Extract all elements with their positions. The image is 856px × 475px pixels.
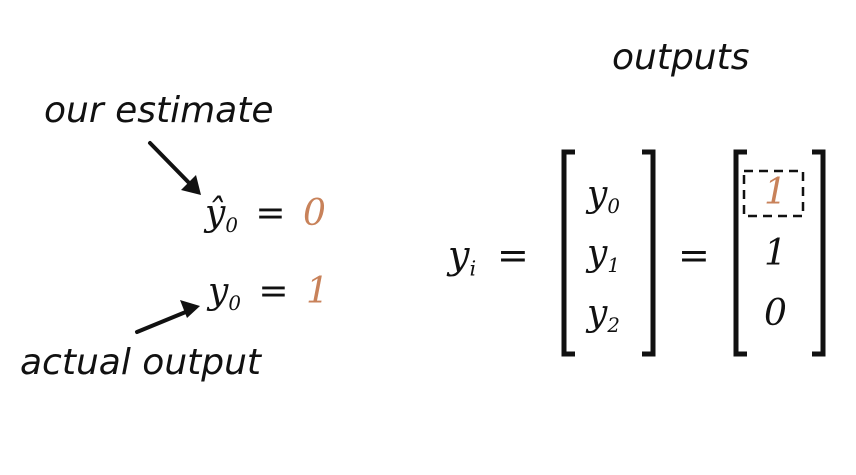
actual-equation: y0 = 1 [208, 274, 329, 314]
numeric-entry: 1 [764, 233, 787, 274]
symbolic-entry: y0 [587, 177, 620, 217]
estimate-equals: = [255, 193, 286, 234]
symbolic-entry: y2 [587, 296, 620, 336]
numeric-vector-right-bracket [812, 149, 826, 357]
vector-equals: = [678, 233, 710, 277]
symbolic-entry-sub: 1 [607, 253, 620, 277]
actual-equals: = [258, 271, 289, 312]
actual-value: 1 [306, 271, 329, 312]
numeric-vector-left-bracket [733, 149, 747, 357]
estimate-variable: ŷ [205, 193, 226, 234]
estimate-equation: ŷ0 = 0 [205, 196, 326, 236]
actual-subscript: 0 [228, 291, 241, 315]
estimate-subscript: 0 [225, 213, 238, 237]
lhs-equals: = [497, 233, 529, 277]
our-estimate-label: our estimate [44, 90, 274, 131]
numeric-entry: 0 [764, 293, 787, 334]
actual-output-label: actual output [20, 342, 262, 383]
lhs-variable: y [448, 233, 470, 277]
actual-variable: y [208, 271, 229, 312]
outputs-label: outputs [612, 37, 750, 78]
symbolic-entry-var: y [587, 174, 608, 215]
symbolic-vector-left-bracket [561, 149, 575, 357]
estimate-value: 0 [303, 193, 326, 234]
symbolic-entry-var: y [587, 293, 608, 334]
numeric-entry-highlighted: 1 [764, 172, 787, 213]
actual-output-arrow-icon [135, 300, 200, 334]
lhs-subscript: i [469, 256, 477, 281]
lhs-term: yi [448, 236, 476, 279]
symbolic-entry-var: y [587, 233, 608, 274]
highlight-dashed-box [742, 169, 805, 218]
estimate-arrow-icon [148, 141, 201, 195]
symbolic-entry-sub: 0 [607, 194, 620, 218]
symbolic-entry-sub: 2 [607, 313, 620, 337]
symbolic-entry: y1 [587, 236, 620, 276]
symbolic-vector-right-bracket [642, 149, 656, 357]
